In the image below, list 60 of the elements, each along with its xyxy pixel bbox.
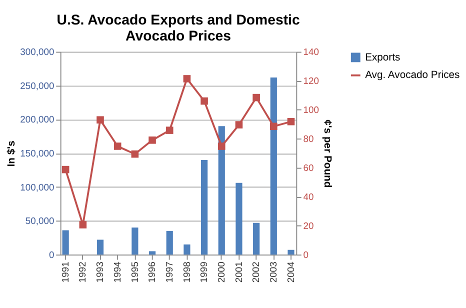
x-tick-label: 2004 — [284, 262, 296, 283]
point — [287, 118, 295, 126]
point — [252, 94, 260, 102]
y2-tick-label: 140 — [303, 46, 320, 58]
y-tick-label: 300,000 — [20, 46, 54, 58]
point — [96, 116, 104, 124]
point — [235, 121, 243, 128]
point — [79, 221, 87, 228]
y-tick-label: 250,000 — [20, 80, 54, 91]
x-tick-label: 2002 — [250, 262, 262, 283]
y2-tick-label: 40 — [303, 190, 314, 202]
x-tick-label: 1996 — [146, 262, 158, 283]
bar — [62, 230, 69, 255]
y-axis-title: In $'s — [6, 140, 18, 167]
y-tick-label: 200,000 — [20, 114, 54, 125]
y2-axis-title: ¢'s per Pound — [322, 120, 333, 188]
point — [183, 75, 191, 82]
bar — [166, 230, 173, 255]
y2-tick-label: 100 — [303, 104, 320, 116]
point — [166, 126, 174, 134]
legend-label: Avg. Avocado Prices — [365, 70, 460, 82]
y-tick-label: 100,000 — [20, 181, 54, 192]
y2-tick-label: 60 — [303, 162, 314, 173]
bar — [132, 228, 138, 255]
chart-title: U.S. Avocado Exports and Domestic Avocado Prices — [56, 11, 300, 44]
point — [270, 122, 278, 130]
bar — [236, 182, 242, 255]
point — [114, 142, 122, 150]
bar — [218, 126, 225, 255]
point — [218, 142, 226, 150]
x-tick-label: 1997 — [163, 262, 174, 283]
legend-label: Exports — [365, 52, 400, 64]
x-tick-label: 1995 — [128, 262, 140, 283]
x-tick-label: 1994 — [111, 262, 122, 283]
x-tick-label: 2003 — [267, 262, 278, 283]
y-tick-label: 0 — [48, 248, 54, 260]
point — [131, 150, 139, 158]
x-tick-label: 1993 — [94, 262, 106, 283]
x-tick-label: 2001 — [232, 262, 244, 283]
x-tick-label: 1992 — [76, 262, 88, 283]
x-tick-label: 1999 — [198, 262, 210, 283]
bar — [253, 222, 260, 255]
bar — [148, 251, 156, 255]
point — [148, 136, 156, 144]
bar — [96, 240, 104, 255]
y2-tick-label: 20 — [303, 220, 314, 231]
y2-tick-label: 80 — [303, 133, 314, 144]
y2-tick-label: 120 — [303, 75, 320, 86]
y-tick-label: 50,000 — [25, 215, 54, 226]
y-tick-label: 150,000 — [20, 147, 54, 158]
y2-tick-label: 0 — [303, 248, 309, 260]
point — [200, 97, 208, 105]
bar — [184, 244, 190, 255]
x-tick-label: 1998 — [180, 262, 192, 283]
bar — [288, 250, 294, 255]
bar — [270, 77, 277, 255]
point — [62, 166, 70, 174]
x-tick-label: 1991 — [59, 262, 70, 283]
bar — [200, 160, 208, 255]
x-tick-label: 2000 — [215, 262, 226, 283]
